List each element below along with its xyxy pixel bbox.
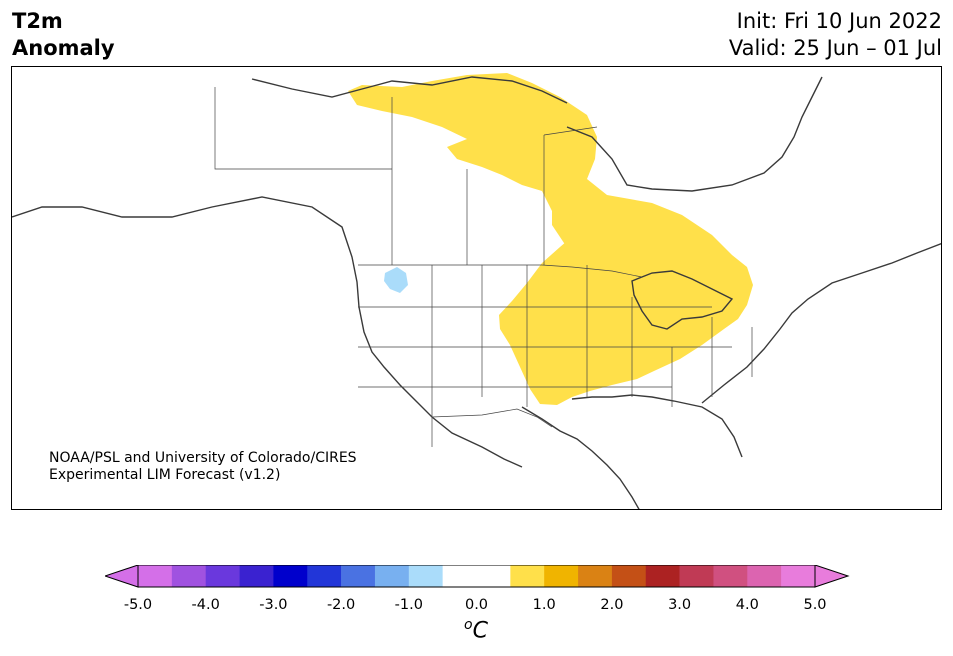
colorbar-tick-label: 1.0: [532, 597, 556, 613]
colorbar-cell: [781, 565, 816, 587]
colorbar-tick-label: -2.0: [326, 597, 356, 613]
unit-label: oC: [464, 617, 488, 643]
credit-text: NOAA/PSL and University of Colorado/CIRE…: [49, 450, 357, 484]
colorbar-cell: [747, 565, 782, 587]
unit-degree-symbol: o: [464, 617, 473, 633]
colorbar-tick-label: 4.0: [735, 597, 759, 613]
colorbar-cell: [374, 565, 410, 587]
credit-line-1: NOAA/PSL and University of Colorado/CIRE…: [49, 450, 357, 466]
unit-letter: C: [472, 618, 488, 644]
us-state-lines: [358, 265, 753, 447]
colorbar-cell: [205, 565, 240, 587]
colorbar-cell: [239, 565, 274, 587]
us-mexico-border: [431, 408, 553, 428]
warm-anomaly-ridge: [552, 209, 612, 272]
colorbar-cell: [645, 565, 680, 587]
colorbar-cell: [476, 565, 511, 587]
colorbar-tick-label: -1.0: [394, 597, 423, 613]
coastline-group: [12, 76, 941, 509]
colorbar-cell: [307, 565, 342, 587]
title-line-2: Anomaly: [12, 36, 115, 60]
cool-anomaly-region: [384, 267, 408, 293]
map-title: T2m Anomaly: [12, 8, 115, 62]
forecast-dates: Init: Fri 10 Jun 2022 Valid: 25 Jun – 01…: [729, 8, 942, 62]
west-coast-line: [12, 196, 523, 468]
warm-anomaly-region: [348, 73, 753, 405]
colorbar-tick-label: 2.0: [600, 597, 624, 613]
east-coast-line: [701, 243, 941, 404]
map-canvas: [12, 73, 941, 509]
credit-line-2: Experimental LIM Forecast (v1.2): [49, 467, 281, 483]
colorbar-cell: [713, 565, 748, 587]
colorbar-cell: [578, 565, 613, 587]
colorbar-tick-label: -3.0: [259, 597, 288, 613]
colorbar-cell: [679, 565, 714, 587]
mexico-coast-line: [521, 406, 640, 509]
us-canada-border: [358, 264, 643, 278]
valid-range: Valid: 25 Jun – 01 Jul: [728, 36, 942, 60]
gulf-coast-line: [571, 394, 743, 458]
colorbar-cell: [611, 565, 647, 587]
title-line-1: T2m: [12, 9, 63, 33]
colorbar-cell: [341, 565, 376, 587]
init-date: Init: Fri 10 Jun 2022: [736, 9, 942, 33]
colorbar-tick-label: 5.0: [803, 597, 827, 613]
colorbar-cell: [171, 565, 206, 587]
colorbar-cell: [138, 565, 173, 587]
hudson-bay-line: [566, 76, 823, 192]
colorbar-min-extension: [105, 565, 139, 588]
colorbar-cell: [408, 565, 443, 587]
colorbar-cell: [544, 565, 579, 587]
colorbar-ticks: -5.0 -4.0 -3.0 -2.0 -1.0 0.0 1.0 2.0 3.0 4.0 5.0: [0, 597, 953, 617]
colorbar-cell: [273, 565, 308, 587]
map-panel: [11, 66, 942, 510]
arctic-coast-line: [251, 76, 568, 104]
border-group: [214, 87, 753, 447]
canada-province-lines: [214, 87, 598, 265]
colorbar-frame: [137, 565, 816, 588]
great-lakes-line: [631, 270, 734, 330]
colorbar-max-extension: [814, 565, 850, 588]
colorbar-cell: [442, 565, 477, 587]
colorbar-cells: [138, 565, 816, 587]
colorbar-cell: [510, 565, 545, 587]
colorbar-tick-label: -4.0: [191, 597, 220, 613]
colorbar-tick-label: 3.0: [668, 597, 692, 613]
colorbar-tick-label: -5.0: [123, 597, 153, 613]
colorbar-tick-label: 0.0: [464, 597, 489, 613]
colorbar: [105, 565, 850, 588]
